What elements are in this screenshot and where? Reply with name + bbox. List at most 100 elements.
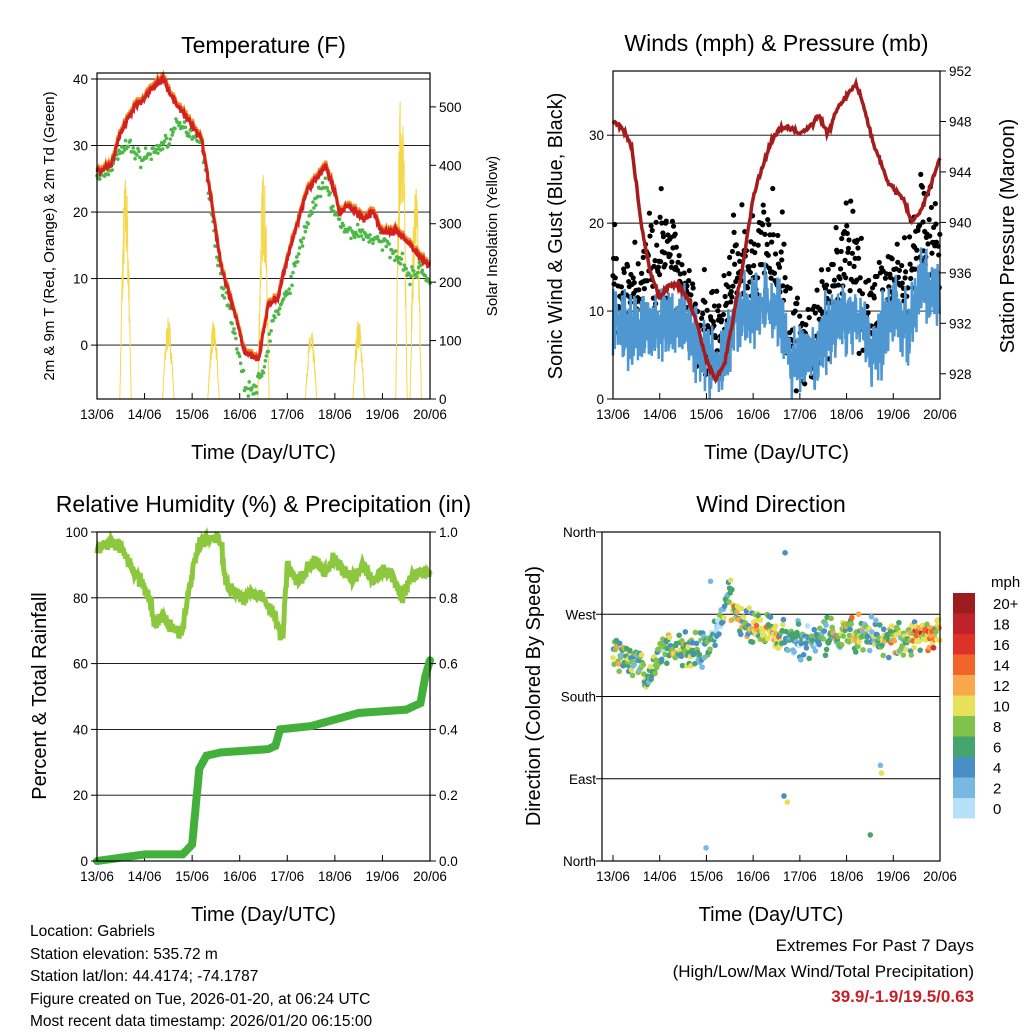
gust-point [640, 254, 646, 261]
precipitation-line [93, 656, 434, 865]
dewpoint-point [281, 297, 286, 301]
dewpoint-point [170, 133, 174, 137]
x-tick-label: 15/06 [175, 407, 209, 422]
gust-point [894, 241, 900, 247]
dewpoint-point [136, 146, 140, 151]
gust-point [797, 313, 803, 319]
dewpoint-point [220, 293, 225, 298]
gust-point [720, 311, 727, 318]
gust-point [734, 275, 741, 281]
dewpoint-point [157, 143, 162, 148]
gust-point [677, 271, 683, 277]
legend-swatch [953, 593, 975, 614]
direction-point [767, 614, 774, 620]
gust-point [837, 275, 843, 282]
gust-point [661, 250, 668, 256]
gust-point [764, 241, 770, 248]
direction-point [692, 660, 698, 667]
y-tick-label: East [569, 772, 596, 787]
gust-point [679, 262, 685, 268]
direction-point [867, 832, 874, 838]
direction-point [806, 655, 812, 662]
gust-point [806, 314, 812, 321]
dewpoint-point [151, 146, 155, 150]
gust-point [845, 249, 851, 255]
gust-point [659, 220, 665, 226]
x-tick-label: 15/06 [175, 869, 209, 884]
dewpoint-point [161, 142, 166, 146]
gust-point [772, 251, 779, 257]
direction-point [935, 616, 942, 623]
direction-point [826, 637, 833, 644]
gust-point [849, 250, 855, 256]
gust-point [751, 241, 757, 247]
extremes-title: Extremes For Past 7 Days [775, 936, 974, 955]
direction-point [852, 649, 859, 655]
gust-point [728, 299, 734, 305]
dewpoint-point [404, 266, 409, 271]
y-tick-label: 100 [65, 525, 88, 540]
gust-point [770, 185, 776, 192]
gust-point [729, 294, 735, 300]
gust-point [919, 184, 926, 190]
gust-point [835, 282, 841, 288]
direction-point [877, 762, 884, 769]
gust-point [851, 263, 857, 269]
dewpoint-point [400, 251, 405, 256]
gust-point [826, 289, 832, 295]
direction-point [678, 653, 685, 659]
dewpoint-point [349, 236, 353, 241]
dewpoint-point [368, 233, 372, 237]
dewpoint-point [133, 156, 137, 161]
direction-point [657, 640, 663, 647]
direction-point [707, 646, 713, 652]
direction-point [880, 626, 887, 633]
direction-point [647, 663, 654, 670]
gust-point [874, 273, 880, 280]
x-tick-label: 16/06 [223, 869, 257, 884]
y-tick-label: 60 [73, 657, 88, 672]
x-tick-label: 18/06 [830, 869, 864, 884]
legend-swatch [953, 777, 975, 798]
direction-point [896, 619, 902, 626]
dewpoint-point [399, 257, 404, 261]
gust-point [843, 200, 849, 206]
dewpoint-point [356, 234, 361, 239]
direction-point [817, 625, 823, 632]
legend-swatch [953, 675, 975, 696]
gust-point [621, 269, 627, 276]
direction-point [685, 644, 691, 650]
gust-point [927, 233, 933, 239]
y-tick-label: 40 [73, 722, 88, 737]
gust-point [880, 287, 886, 293]
gust-point [918, 171, 924, 177]
gust-point [865, 310, 871, 316]
dewpoint-point [174, 117, 178, 121]
direction-point [864, 633, 871, 640]
direction-point [699, 664, 705, 670]
direction-point [849, 614, 855, 621]
direction-point [840, 633, 847, 639]
panel-winds-pressure: Winds (mph) & Pressure (mb) Time (Day/UTC… [545, 30, 1019, 464]
x-tick-label: 20/06 [413, 869, 447, 884]
gust-point [675, 259, 681, 265]
gust-point [744, 285, 751, 291]
gust-point [758, 229, 764, 235]
y-axis-label: Percent & Total Rainfall [29, 592, 51, 800]
x-tick-label: 17/06 [270, 869, 304, 884]
dewpoint-point [187, 134, 192, 139]
gust-point [866, 277, 872, 283]
gust-point [794, 295, 801, 301]
dewpoint-point [332, 209, 336, 214]
direction-point [611, 661, 617, 668]
gust-point [872, 281, 878, 288]
gust-point [929, 250, 935, 256]
direction-point [616, 640, 623, 647]
extremes-subtitle: (High/Low/Max Wind/Total Precipitation) [672, 961, 974, 981]
dewpoint-point [407, 271, 411, 276]
y-tick-label: 80 [73, 591, 88, 606]
gust-point [632, 239, 638, 245]
gust-point [618, 284, 625, 290]
y-right-tick-label: 952 [949, 64, 972, 79]
direction-point [900, 652, 907, 658]
